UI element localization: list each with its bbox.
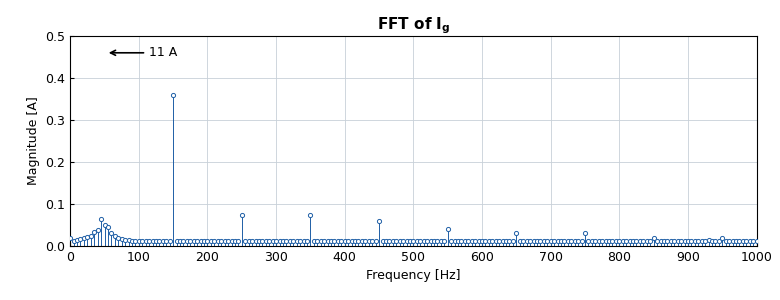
X-axis label: Frequency [Hz]: Frequency [Hz] <box>366 269 461 282</box>
Y-axis label: Magnitude [A]: Magnitude [A] <box>27 97 40 185</box>
Text: 11 A: 11 A <box>111 46 177 59</box>
Title: FFT of $\mathbf{I_g}$: FFT of $\mathbf{I_g}$ <box>377 15 450 36</box>
